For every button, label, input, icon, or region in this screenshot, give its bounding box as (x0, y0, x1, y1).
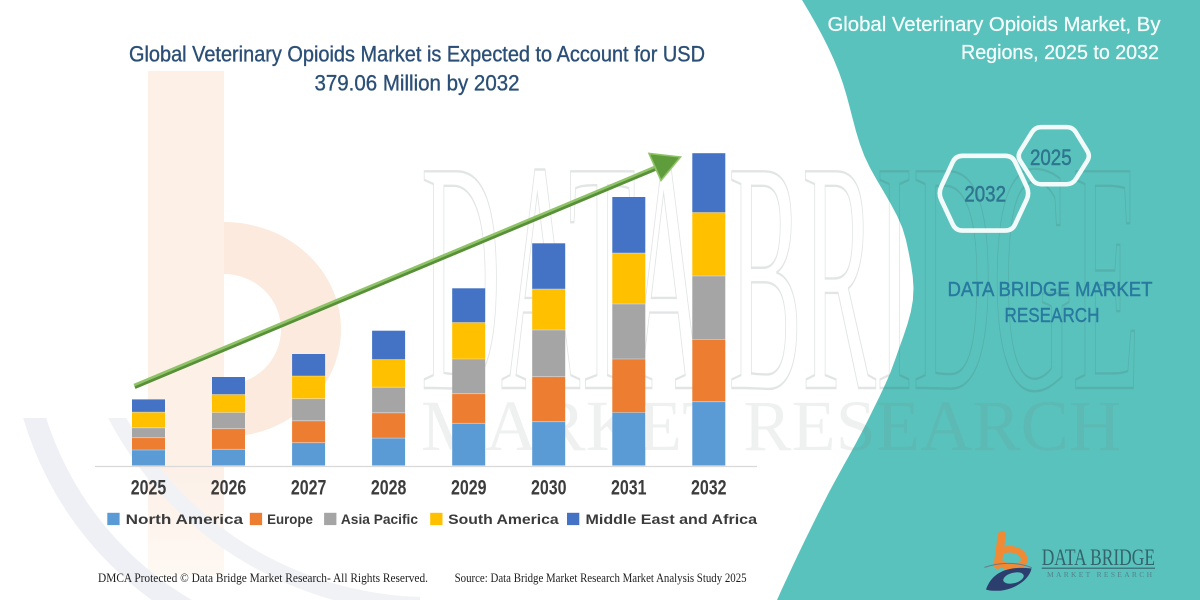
svg-text:Middle East and Africa: Middle East and Africa (586, 511, 758, 527)
svg-text:Europe: Europe (267, 511, 313, 527)
svg-text:2029: 2029 (451, 477, 487, 500)
svg-text:Global Veterinary Opioids Mark: Global Veterinary Opioids Market is Expe… (129, 42, 705, 67)
svg-text:RESEARCH: RESEARCH (1005, 304, 1100, 327)
svg-text:MARKET RESEARCH: MARKET RESEARCH (1047, 570, 1153, 579)
svg-text:South America: South America (448, 511, 559, 527)
svg-text:2031: 2031 (611, 477, 647, 500)
svg-text:2025: 2025 (1030, 145, 1072, 170)
svg-text:DMCA Protected © Data Bridge M: DMCA Protected © Data Bridge Market Rese… (98, 570, 428, 585)
svg-text:2025: 2025 (131, 477, 167, 500)
svg-text:2027: 2027 (291, 477, 327, 500)
svg-text:DATA BRIDGE: DATA BRIDGE (1042, 545, 1155, 570)
svg-text:Asia Pacific: Asia Pacific (341, 511, 418, 527)
svg-text:DATA BRIDGE MARKET: DATA BRIDGE MARKET (948, 278, 1153, 301)
svg-text:Global Veterinary Opioids Mark: Global Veterinary Opioids Market, By (828, 14, 1161, 36)
svg-text:Regions, 2025 to 2032: Regions, 2025 to 2032 (961, 42, 1159, 64)
svg-text:North America: North America (126, 511, 244, 527)
svg-text:Source: Data Bridge Market Res: Source: Data Bridge Market Research Mark… (455, 570, 747, 585)
svg-text:2028: 2028 (371, 477, 407, 500)
svg-text:2032: 2032 (691, 477, 727, 500)
svg-text:2026: 2026 (211, 477, 247, 500)
svg-text:2032: 2032 (964, 182, 1006, 207)
svg-text:MARKET RESEARCH: MARKET RESEARCH (421, 386, 1121, 466)
svg-text:2030: 2030 (531, 477, 567, 500)
svg-text:379.06 Million by 2032: 379.06 Million by 2032 (315, 71, 520, 96)
